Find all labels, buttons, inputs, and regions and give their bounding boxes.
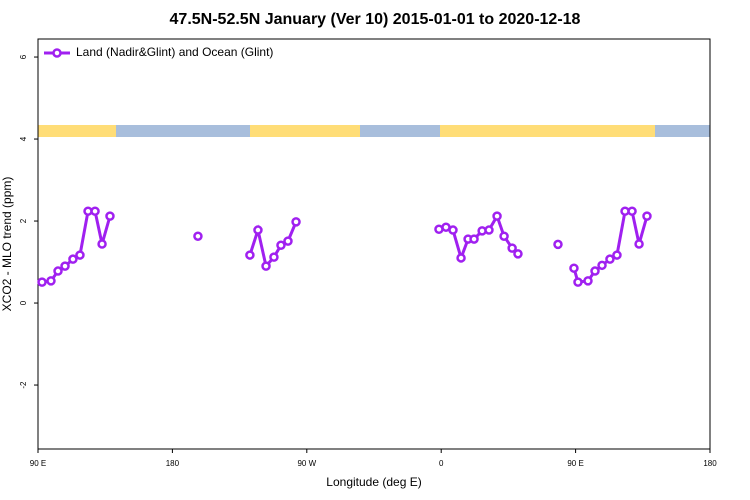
x-tick-label: 90 E [567, 459, 583, 468]
point [291, 217, 301, 227]
point [469, 234, 479, 244]
legend-label: Land (Nadir&Glint) and Ocean (Glint) [76, 45, 273, 59]
x-axis-label: Longitude (deg E) [326, 475, 421, 489]
x-tick-label: 90 W [297, 459, 316, 468]
legend-marker [52, 48, 62, 58]
point [583, 276, 593, 286]
point [53, 266, 63, 276]
point [60, 261, 70, 271]
point [448, 225, 458, 235]
point [484, 225, 494, 235]
point [269, 252, 279, 262]
point [456, 253, 466, 263]
y-tick-label: 4 [19, 136, 28, 141]
x-tick-label: 0 [439, 459, 444, 468]
point [90, 206, 100, 216]
y-tick-label: -2 [19, 381, 28, 389]
point [276, 240, 286, 250]
point [253, 225, 263, 235]
y-tick-label: 0 [19, 300, 28, 305]
point [75, 250, 85, 260]
point [627, 206, 637, 216]
point [105, 211, 115, 221]
point [499, 231, 509, 241]
point [283, 236, 293, 246]
y-axis-label: XCO2 - MLO trend (ppm) [0, 177, 14, 312]
point [597, 260, 607, 271]
point [193, 231, 203, 241]
point [612, 250, 622, 260]
point [507, 243, 517, 253]
point [634, 239, 644, 249]
point [46, 276, 56, 286]
point [553, 239, 563, 250]
point [68, 254, 78, 264]
y-tick-label: 6 [19, 54, 28, 59]
x-tick-label: 180 [166, 459, 180, 468]
y-tick-label: 2 [19, 218, 28, 223]
point [605, 254, 615, 264]
plot-frame [37, 38, 711, 450]
point [37, 277, 47, 287]
point [513, 249, 523, 259]
point [573, 277, 583, 287]
point [245, 250, 255, 260]
point [261, 261, 271, 271]
point [97, 239, 107, 249]
x-tick-label: 180 [703, 459, 717, 468]
point [492, 211, 502, 221]
chart-title: 47.5N-52.5N January (Ver 10) 2015-01-01 … [170, 11, 581, 28]
point [569, 263, 579, 273]
point [642, 211, 652, 221]
land-ocean-strip [38, 125, 710, 137]
x-tick-label: 90 E [30, 459, 46, 468]
point [590, 266, 600, 276]
